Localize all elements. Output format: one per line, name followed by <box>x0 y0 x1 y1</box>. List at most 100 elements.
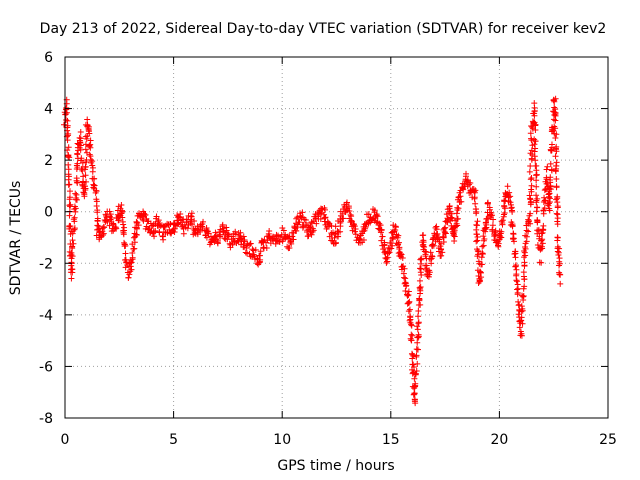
data-point <box>490 216 497 223</box>
data-point <box>225 231 232 238</box>
data-point <box>479 261 486 268</box>
data-point <box>403 283 410 290</box>
data-point <box>446 210 453 217</box>
data-point <box>273 237 280 244</box>
data-point <box>276 239 283 246</box>
data-point <box>66 196 73 203</box>
data-point <box>547 160 554 167</box>
data-point <box>527 150 534 157</box>
data-point <box>65 166 72 173</box>
data-point <box>133 225 140 232</box>
data-point <box>66 212 73 219</box>
data-point <box>202 231 209 238</box>
data-point <box>467 180 474 187</box>
data-point <box>203 226 210 233</box>
data-point <box>89 164 96 171</box>
data-point <box>451 238 458 245</box>
data-point <box>453 220 460 227</box>
data-point <box>515 298 522 305</box>
data-point <box>135 222 142 229</box>
data-point <box>555 251 562 258</box>
data-point <box>339 215 346 222</box>
data-point <box>453 210 460 217</box>
y-tick-label: -6 <box>39 359 53 375</box>
data-point <box>279 224 286 231</box>
data-point <box>501 203 508 210</box>
data-point <box>542 197 549 204</box>
data-point <box>520 292 527 299</box>
data-point <box>294 214 301 221</box>
data-point <box>518 303 525 310</box>
data-point <box>528 182 535 189</box>
data-point <box>484 200 491 207</box>
data-point <box>488 212 495 219</box>
data-point <box>443 218 450 225</box>
data-point <box>155 217 162 224</box>
data-point <box>86 143 93 150</box>
data-point <box>224 232 231 239</box>
data-point <box>152 227 159 234</box>
data-point <box>274 233 281 240</box>
data-point <box>65 144 72 151</box>
data-point <box>85 126 92 133</box>
data-point <box>100 230 107 237</box>
chart-title: Day 213 of 2022, Sidereal Day-to-day VTE… <box>40 21 607 37</box>
data-point <box>533 197 540 204</box>
data-point <box>446 203 453 210</box>
data-point <box>518 308 525 315</box>
data-point <box>553 146 560 153</box>
data-point <box>413 367 420 374</box>
data-point <box>378 226 385 233</box>
data-point <box>401 274 408 281</box>
data-point <box>540 207 547 214</box>
data-points <box>61 95 564 407</box>
data-point <box>536 259 543 266</box>
data-point <box>439 249 446 256</box>
data-point <box>65 161 72 168</box>
x-axis-label: GPS time / hours <box>277 458 394 474</box>
data-point <box>95 226 102 233</box>
data-point <box>337 228 344 235</box>
data-point <box>103 217 110 224</box>
data-point <box>110 220 117 227</box>
data-point <box>126 271 133 278</box>
data-point <box>71 214 78 221</box>
data-point <box>66 181 73 188</box>
data-point <box>413 352 420 359</box>
data-point <box>418 255 425 262</box>
data-point <box>214 239 221 246</box>
data-point <box>454 215 461 222</box>
data-point <box>528 147 535 154</box>
data-point <box>257 248 264 255</box>
data-point <box>533 192 540 199</box>
data-point <box>531 100 538 107</box>
data-point <box>79 159 86 166</box>
data-point <box>77 129 84 136</box>
data-point <box>552 135 559 142</box>
data-point <box>293 227 300 234</box>
data-point <box>69 253 76 260</box>
data-point <box>412 380 419 387</box>
data-point <box>415 313 422 320</box>
data-point <box>280 227 287 234</box>
data-point <box>534 219 541 226</box>
data-point <box>100 223 107 230</box>
data-point <box>399 255 406 262</box>
data-point <box>356 235 363 242</box>
data-point <box>69 230 76 237</box>
data-point <box>417 266 424 273</box>
x-tick-label: 20 <box>490 432 508 448</box>
data-point <box>554 248 561 255</box>
data-point <box>474 253 481 260</box>
data-point <box>458 198 465 205</box>
data-point <box>519 320 526 327</box>
data-point <box>517 332 524 339</box>
y-axis-label: SDTVAR / TECUs <box>8 181 24 296</box>
data-point <box>230 235 237 242</box>
data-point <box>408 331 415 338</box>
data-point <box>375 225 382 232</box>
data-point <box>553 184 560 191</box>
data-point <box>118 201 125 208</box>
data-point <box>408 337 415 344</box>
data-point <box>411 396 418 403</box>
